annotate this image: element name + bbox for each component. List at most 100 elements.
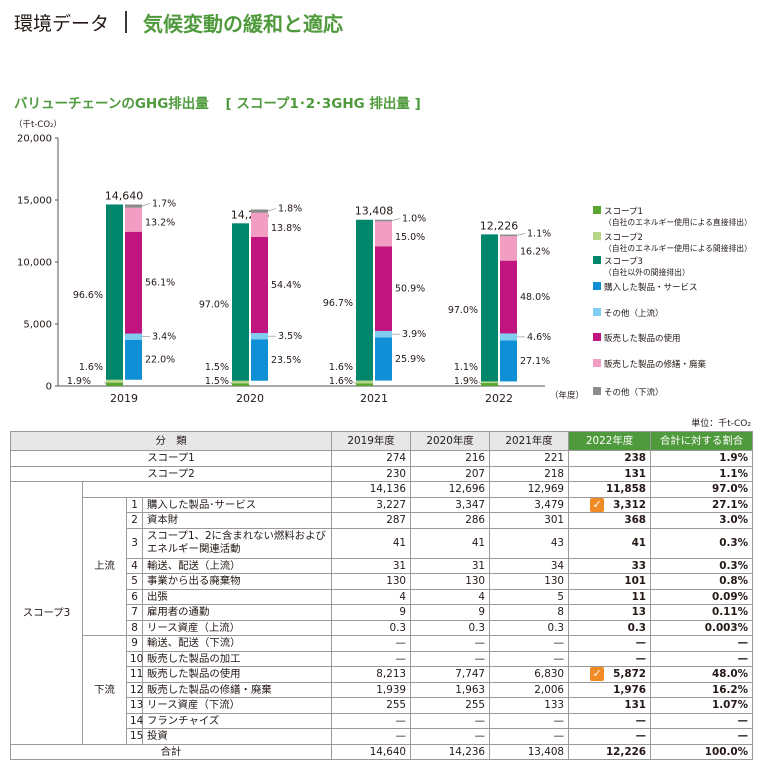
breakdown-pct-label: 27.1% <box>520 356 550 367</box>
table-row-scope3-total: スコープ3 14,136 12,696 12,969 11,858 97.0% <box>10 481 754 745</box>
table-cell: 48.0% <box>650 666 754 683</box>
category-number: 10 <box>126 650 143 667</box>
bar-segment-scope2 <box>481 381 498 384</box>
table-cell: 0.3 <box>489 619 570 636</box>
cell-value: 1,963 <box>455 683 486 696</box>
cell-value: 130 <box>465 575 486 588</box>
category-number: 8 <box>126 619 143 636</box>
y-tick-label: 20,000 <box>17 134 52 145</box>
cell-value: 221 <box>544 452 565 465</box>
cell-value: 0.8% <box>719 575 749 588</box>
table-cell: — <box>568 712 652 729</box>
cell-value: 14,136 <box>369 483 407 496</box>
cell-value: 1,939 <box>376 683 407 696</box>
scope2-pct-label: 1.5% <box>205 362 229 373</box>
legend-label: その他（下流） <box>604 387 664 398</box>
bar-segment-scope2 <box>232 380 249 384</box>
cell-value: 8,213 <box>376 668 407 681</box>
scope3-label: スコープ3 <box>10 481 83 745</box>
table-cell: 0.3% <box>650 527 754 559</box>
category-number: 13 <box>126 697 143 714</box>
legend-swatch <box>593 232 601 240</box>
table-row: 8 リース資産（上流） 0.3 0.3 0.3 0.3 0.003% <box>11 619 754 636</box>
bar-segment-scope3 <box>232 223 249 381</box>
table-cell: 0.3% <box>650 557 754 574</box>
bar-segment-breakdown-3 <box>125 231 142 334</box>
table-cell: — <box>650 635 754 652</box>
legend-label: スコープ3 <box>604 257 643 267</box>
table-row: 4 輸送、配送（上流） 31 31 34 33 0.3% <box>11 557 754 574</box>
cell-value: — <box>737 652 749 665</box>
legend-label: その他（上流） <box>604 308 664 319</box>
bar-segment-breakdown-2 <box>500 333 517 341</box>
cell-value: 0.3% <box>719 559 749 572</box>
cell-value: 48.0% <box>711 668 749 681</box>
legend-label: スコープ1 <box>604 207 643 217</box>
table-cell: ✓ 5,872 <box>568 666 652 683</box>
cell-value: — <box>635 714 647 727</box>
table-cell: 1,976 <box>568 681 652 698</box>
scope2-pct-label: 1.6% <box>79 362 103 373</box>
check-icon: ✓ <box>590 497 605 512</box>
leader-line <box>103 381 108 385</box>
table-cell: 133 <box>489 697 570 714</box>
y-tick-label: 5,000 <box>23 320 52 331</box>
cell-value: — <box>395 730 407 743</box>
category-name: 資本財 <box>141 512 333 529</box>
bar-segment-breakdown-1 <box>251 339 268 381</box>
table-row-scope2: スコープ2 230 207 218 131 1.1% <box>9 465 754 482</box>
cell-value: 6,830 <box>534 668 565 681</box>
table-cell: 2,006 <box>489 681 570 698</box>
cell-value: 101 <box>624 575 647 588</box>
cell-value: 274 <box>386 452 407 465</box>
bar-segment-scope3 <box>106 204 123 380</box>
cell-value: — <box>474 730 486 743</box>
legend-swatch <box>593 206 601 214</box>
table-cell: 12,226 <box>568 743 652 760</box>
table-cell: 11,858 <box>568 481 652 498</box>
category-number: 12 <box>126 681 143 698</box>
table-cell: 4 <box>410 588 491 605</box>
cell-value: 0.09% <box>711 590 749 603</box>
table-cell: 5 <box>489 588 570 605</box>
bar-segment-breakdown-1 <box>125 339 142 380</box>
cell-value: 0.3% <box>719 537 749 549</box>
table-cell: 221 <box>489 450 570 467</box>
cell-value: 27.1% <box>711 498 749 511</box>
bar-segment-breakdown-5 <box>375 219 392 222</box>
bar-segment-breakdown-5 <box>125 204 142 208</box>
cell-value: 41 <box>392 537 407 549</box>
legend-sublabel: （自社以外の間接排出） <box>604 267 690 277</box>
cell-value: 130 <box>386 575 407 588</box>
breakdown-pct-label: 4.6% <box>527 332 551 343</box>
cell-value: 12,969 <box>527 483 565 496</box>
cell-value: 12,226 <box>605 745 647 758</box>
scope3-pct-label: 97.0% <box>199 300 229 311</box>
legend-swatch <box>593 282 601 290</box>
table-cell: — <box>410 635 491 652</box>
category-name: 購入した製品･サービス <box>141 496 333 513</box>
bar-segment-breakdown-4 <box>125 207 142 232</box>
col-header-2020: 2020年度 <box>410 431 491 451</box>
x-tick-label: 2019 <box>110 392 138 405</box>
table-cell: 255 <box>331 697 412 714</box>
table-cell: — <box>489 650 570 667</box>
table-cell: 13 <box>568 604 652 621</box>
table-cell: 1.9% <box>650 450 754 467</box>
cell-value: — <box>474 652 486 665</box>
table-cell: 31 <box>331 557 412 574</box>
bar-segment-scope3 <box>356 219 373 381</box>
legend-label: 販売した製品の使用 <box>604 333 681 344</box>
table-cell: 1,963 <box>410 681 491 698</box>
category-number: 9 <box>126 635 143 652</box>
cell-value: — <box>395 637 407 650</box>
category-name: 輸送、配送（上流） <box>141 557 333 574</box>
table-cell: 0.3 <box>410 619 491 636</box>
breakdown-pct-label: 25.9% <box>395 354 425 365</box>
cell-value: — <box>553 714 565 727</box>
legend-label: 購入した製品・サービス <box>604 282 698 293</box>
table-cell: 130 <box>331 573 412 590</box>
table-cell: 14,136 <box>331 481 412 498</box>
cell-value: 97.0% <box>711 483 749 496</box>
table-cell: — <box>410 728 491 745</box>
